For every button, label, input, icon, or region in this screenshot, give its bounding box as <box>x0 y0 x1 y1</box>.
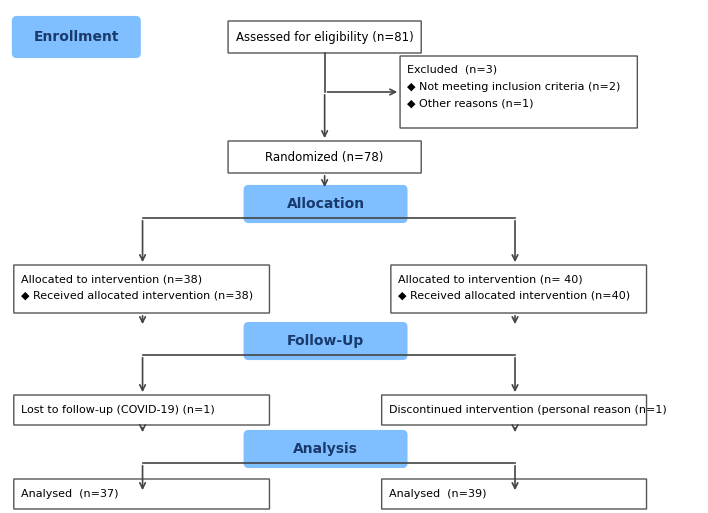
Text: Enrollment: Enrollment <box>33 30 119 44</box>
FancyBboxPatch shape <box>400 56 637 128</box>
Text: ◆ Other reasons (n=1): ◆ Other reasons (n=1) <box>407 99 534 109</box>
Text: Assessed for eligibility (n=81): Assessed for eligibility (n=81) <box>236 30 413 44</box>
FancyBboxPatch shape <box>13 265 270 313</box>
Text: ◆ Received allocated intervention (n=38): ◆ Received allocated intervention (n=38) <box>21 290 253 300</box>
FancyBboxPatch shape <box>13 17 139 57</box>
FancyBboxPatch shape <box>228 141 421 173</box>
Text: Discontinued intervention (personal reason (n=1): Discontinued intervention (personal reas… <box>389 405 667 415</box>
Text: Lost to follow-up (COVID-19) (n=1): Lost to follow-up (COVID-19) (n=1) <box>21 405 215 415</box>
Text: ◆ Received allocated intervention (n=40): ◆ Received allocated intervention (n=40) <box>398 290 630 300</box>
FancyBboxPatch shape <box>245 431 406 467</box>
Text: Analysed  (n=37): Analysed (n=37) <box>21 489 119 499</box>
FancyBboxPatch shape <box>228 21 421 53</box>
Text: Allocated to intervention (n=38): Allocated to intervention (n=38) <box>21 274 202 284</box>
Text: Randomized (n=78): Randomized (n=78) <box>266 150 384 164</box>
FancyBboxPatch shape <box>382 479 646 509</box>
FancyBboxPatch shape <box>13 479 270 509</box>
Text: Analysis: Analysis <box>293 442 358 456</box>
FancyBboxPatch shape <box>245 186 406 222</box>
Text: Allocated to intervention (n= 40): Allocated to intervention (n= 40) <box>398 274 583 284</box>
Text: ◆ Not meeting inclusion criteria (n=2): ◆ Not meeting inclusion criteria (n=2) <box>407 82 621 92</box>
FancyBboxPatch shape <box>245 323 406 359</box>
Text: Follow-Up: Follow-Up <box>287 334 364 348</box>
FancyBboxPatch shape <box>382 395 646 425</box>
FancyBboxPatch shape <box>13 395 270 425</box>
Text: Analysed  (n=39): Analysed (n=39) <box>389 489 486 499</box>
Text: Allocation: Allocation <box>287 197 365 211</box>
Text: Excluded  (n=3): Excluded (n=3) <box>407 65 498 75</box>
FancyBboxPatch shape <box>391 265 646 313</box>
